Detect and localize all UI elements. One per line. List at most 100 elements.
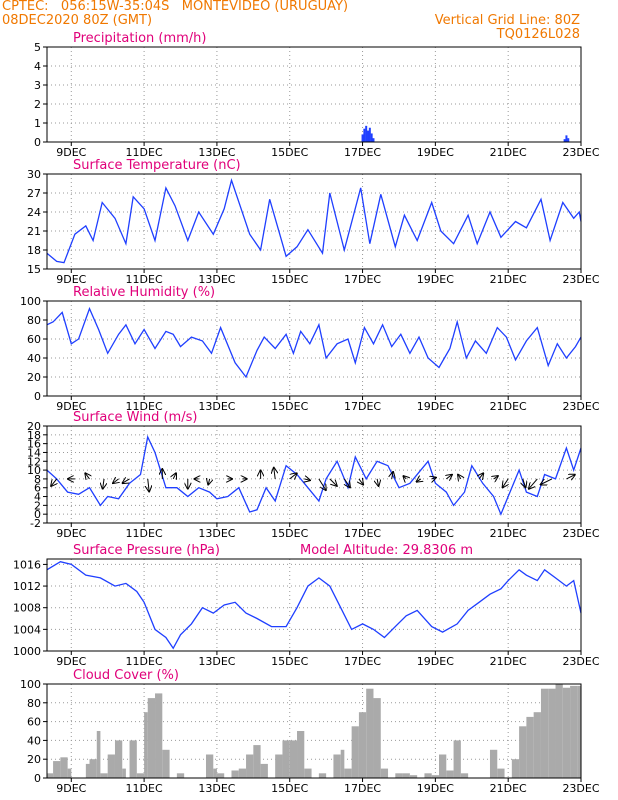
wind-vector xyxy=(344,478,350,487)
cloud-bar xyxy=(511,759,520,778)
wind-vector xyxy=(289,473,297,479)
cloud-bar xyxy=(453,740,461,778)
cloud-x-tick-label: 15DEC xyxy=(271,782,308,795)
cloud-bar xyxy=(216,773,225,778)
cloud-bar xyxy=(562,687,571,778)
wind-vector xyxy=(479,473,483,479)
rh-y-tick-label: 0 xyxy=(34,390,41,403)
wind-vector xyxy=(173,473,176,479)
wind-y-tick-label: 8 xyxy=(34,473,41,486)
cloud-x-tick-label: 19DEC xyxy=(417,782,454,795)
cloud-bar xyxy=(460,773,469,778)
precip-bar xyxy=(368,127,371,142)
cloud-bar xyxy=(46,773,54,778)
wind-x-tick-label: 17DEC xyxy=(344,527,381,540)
cloud-bar xyxy=(144,712,148,778)
pres-y-tick-label: 1008 xyxy=(13,602,41,615)
cloud-bar xyxy=(548,688,556,778)
precip-bar xyxy=(565,135,568,142)
wind-vector xyxy=(208,479,209,485)
wind-y-tick-label: 4 xyxy=(34,491,41,504)
precip-bar xyxy=(372,138,375,142)
wind-x-tick-label: 9DEC xyxy=(56,527,86,540)
precip-x-tick-label: 23DEC xyxy=(562,146,599,159)
cloud-bar xyxy=(439,754,447,778)
temp-x-tick-label: 19DEC xyxy=(417,273,454,286)
wind-x-tick-label: 11DEC xyxy=(126,527,163,540)
wind-vector xyxy=(403,476,406,479)
cloud-y-tick-label: 60 xyxy=(27,716,41,729)
rh-series-line xyxy=(46,306,582,379)
wind-vector xyxy=(318,478,326,490)
wind-vector xyxy=(329,478,337,486)
precip-y-tick-label: 2 xyxy=(34,98,41,111)
cloud-bar xyxy=(213,768,217,778)
cloud-bar xyxy=(176,773,185,778)
pres-y-tick-label: 1000 xyxy=(13,645,41,658)
temp-x-tick-label: 23DEC xyxy=(562,273,599,286)
cloud-bar xyxy=(122,768,126,778)
precip-y-tick-label: 3 xyxy=(34,79,41,92)
rh-x-tick-label: 11DEC xyxy=(126,400,163,413)
cloud-bar xyxy=(373,698,381,778)
rh-x-tick-label: 19DEC xyxy=(417,400,454,413)
cloud-bar xyxy=(162,749,170,778)
wind-panel xyxy=(43,425,582,527)
cloud-bar xyxy=(570,685,578,778)
precip-bar xyxy=(367,130,370,142)
temp-frame xyxy=(46,173,582,270)
wind-vector xyxy=(458,475,461,479)
rh-y-tick-label: 80 xyxy=(27,314,41,327)
cloud-bar xyxy=(402,773,410,778)
temp-title: Surface Temperature (nC) xyxy=(73,158,241,173)
cloud-bar xyxy=(96,731,101,778)
wind-y-tick-label: 12 xyxy=(27,455,41,468)
temp-y-tick-label: 15 xyxy=(27,263,41,276)
wind-vector xyxy=(523,478,526,487)
cloud-y-tick-label: 0 xyxy=(34,772,41,785)
cloud-frame xyxy=(46,683,582,779)
wind-vector xyxy=(417,479,421,482)
precip-bar xyxy=(363,128,366,142)
precip-bar xyxy=(365,125,368,142)
temp-y-tick-label: 30 xyxy=(27,168,41,181)
cloud-bar xyxy=(282,740,290,778)
cloud-x-tick-label: 21DEC xyxy=(490,782,527,795)
temp-y-tick-label: 18 xyxy=(27,244,41,257)
cloud-x-tick-label: 23DEC xyxy=(562,782,599,795)
cloud-bar xyxy=(231,770,239,778)
pres-annotation: Model Altitude: 29.8306 m xyxy=(300,543,473,558)
rh-panel xyxy=(43,300,582,400)
wind-vector xyxy=(494,476,498,479)
wind-vector xyxy=(503,478,509,487)
cloud-bar xyxy=(100,773,108,778)
cloud-y-tick-label: 40 xyxy=(27,734,41,747)
cloud-bar xyxy=(85,763,90,778)
header-code: TQ0126L028 xyxy=(496,27,580,42)
rh-x-tick-label: 21DEC xyxy=(490,400,527,413)
temp-x-tick-label: 9DEC xyxy=(56,273,86,286)
wind-vector xyxy=(529,478,538,489)
rh-x-tick-label: 13DEC xyxy=(198,400,235,413)
wind-y-tick-label: 16 xyxy=(27,438,41,451)
pres-x-tick-label: 11DEC xyxy=(126,655,163,668)
cloud-bar xyxy=(89,759,97,778)
cloud-bar xyxy=(395,773,403,778)
wind-y-tick-label: 14 xyxy=(27,446,41,459)
cloud-x-tick-label: 13DEC xyxy=(198,782,235,795)
rh-x-tick-label: 23DEC xyxy=(562,400,599,413)
wind-x-tick-label: 19DEC xyxy=(417,527,454,540)
precip-bar xyxy=(370,133,373,142)
temp-y-tick-label: 27 xyxy=(27,187,41,200)
cloud-bar xyxy=(260,763,268,778)
rh-title: Relative Humidity (%) xyxy=(73,285,215,300)
wind-frame xyxy=(46,425,582,524)
temp-x-tick-label: 15DEC xyxy=(271,273,308,286)
wind-x-tick-label: 13DEC xyxy=(198,527,235,540)
precip-x-tick-label: 11DEC xyxy=(126,146,163,159)
rh-y-tick-label: 60 xyxy=(27,333,41,346)
cloud-bar xyxy=(297,731,305,778)
cloud-bar xyxy=(253,745,261,778)
cloud-bar xyxy=(446,770,454,778)
cloud-y-tick-label: 80 xyxy=(27,697,41,710)
